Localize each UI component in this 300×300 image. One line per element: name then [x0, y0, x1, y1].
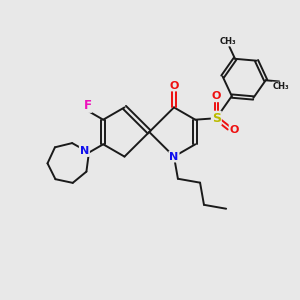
Text: O: O [212, 91, 221, 101]
Text: F: F [83, 99, 92, 112]
Text: N: N [169, 152, 178, 162]
Text: O: O [169, 80, 179, 91]
Text: O: O [230, 124, 239, 135]
Text: CH₃: CH₃ [272, 82, 289, 91]
Text: CH₃: CH₃ [220, 37, 236, 46]
Text: N: N [80, 146, 89, 156]
Text: S: S [212, 112, 221, 125]
